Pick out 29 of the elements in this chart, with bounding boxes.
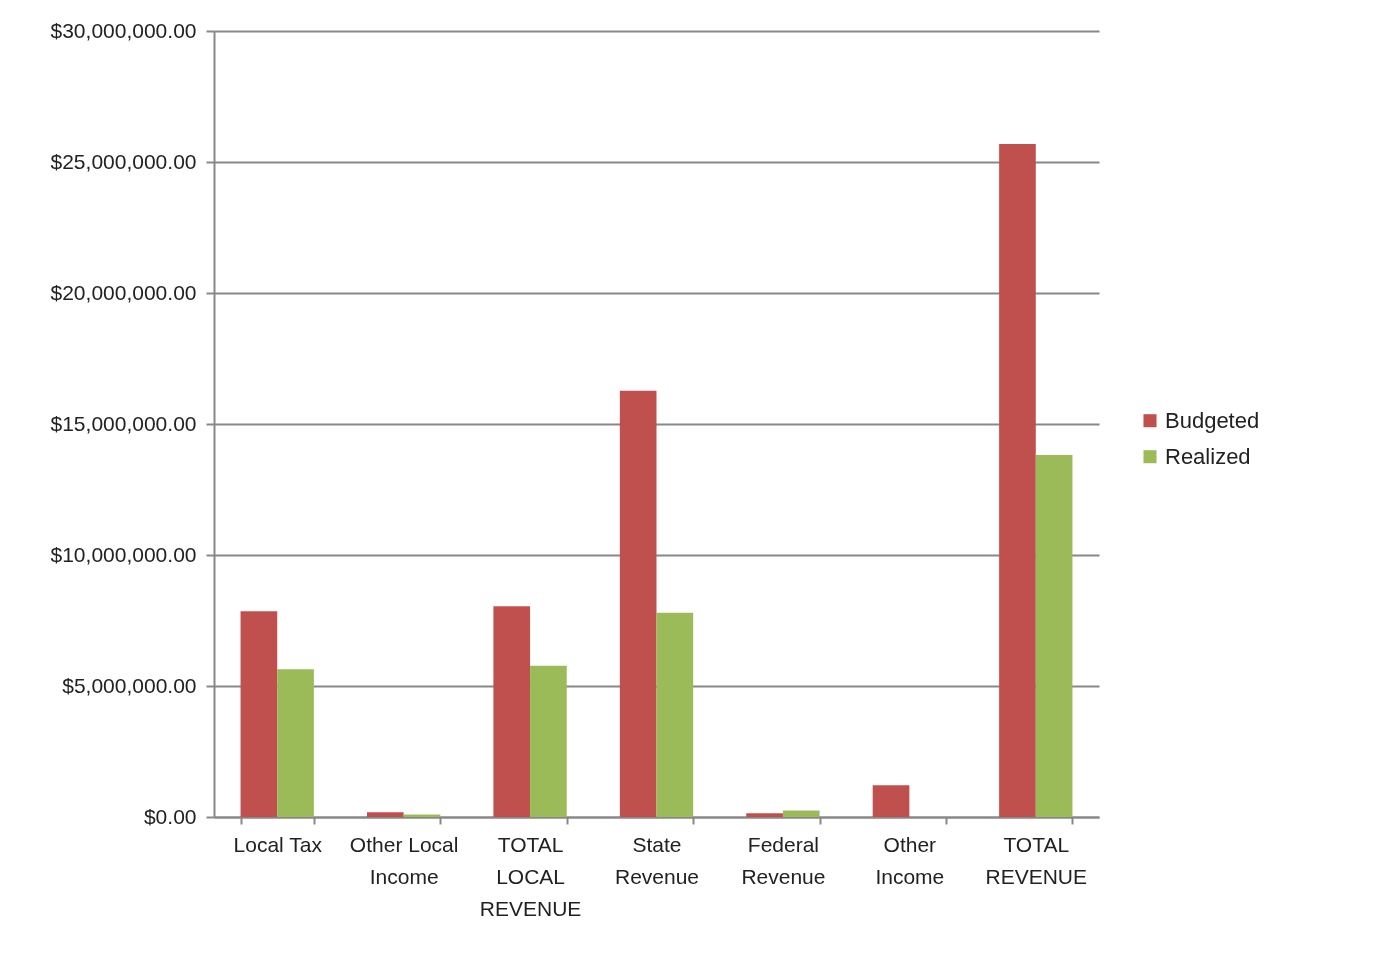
y-tick-label: $0.00 [143, 804, 197, 828]
x-tick-label: Federal Revenue [741, 832, 826, 888]
bar [656, 612, 694, 817]
bar [1035, 454, 1073, 817]
y-tick-label: $5,000,000.00 [62, 673, 197, 697]
x-tick-label: Other Local Income [349, 832, 459, 888]
bar [240, 611, 278, 817]
legend-label: Realized [1165, 443, 1251, 469]
bar [872, 785, 910, 817]
bar [403, 814, 441, 817]
y-tick-label: $20,000,000.00 [50, 280, 197, 304]
x-tick-label: TOTAL REVENUE [985, 832, 1088, 888]
x-tick-label: State Revenue [614, 832, 700, 888]
x-tick-label: Other Income [875, 832, 945, 888]
y-tick-label: $30,000,000.00 [50, 18, 197, 42]
legend-label: Budgeted [1165, 407, 1260, 433]
y-tick-label: $10,000,000.00 [50, 542, 197, 566]
bar [530, 665, 567, 817]
bar [999, 143, 1036, 817]
y-tick-label: $15,000,000.00 [50, 411, 197, 435]
bar [782, 810, 820, 817]
bar [493, 606, 531, 817]
bar [366, 812, 404, 817]
y-tick-label: $25,000,000.00 [50, 149, 197, 173]
x-tick-label: Local Tax [233, 832, 323, 856]
bar [619, 390, 657, 817]
x-tick-label: TOTAL LOCAL REVENUE [479, 832, 582, 920]
bar [277, 669, 314, 817]
bar [746, 813, 783, 817]
